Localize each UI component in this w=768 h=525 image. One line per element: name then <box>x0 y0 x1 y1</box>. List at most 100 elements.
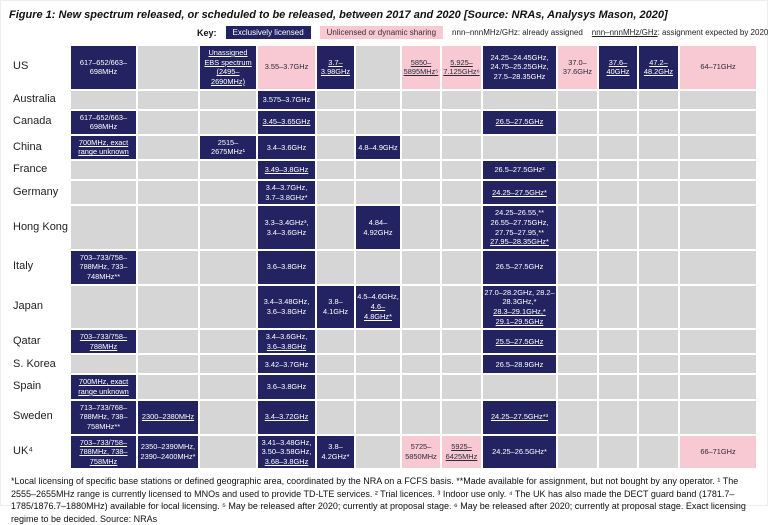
empty-cell <box>599 161 637 179</box>
band-range-text: 24.25–26.5GHz* <box>492 447 547 457</box>
empty-cell <box>680 330 756 354</box>
legend-unlicensed-dynamic-sharing: Unlicensed or dynamic sharing <box>319 26 444 39</box>
empty-cell <box>442 285 481 329</box>
empty-cell <box>138 90 198 109</box>
spectrum-band-cell: 4.5–4.6GHz, 4.6–4.8GHz* <box>356 285 400 329</box>
empty-cell <box>639 250 678 284</box>
spectrum-band-cell: 37.0–37.6GHz <box>558 46 597 89</box>
country-label: US <box>11 46 69 89</box>
spectrum-band-cell: 3.55–3.7GHz <box>258 46 315 89</box>
spectrum-band-cell: 3.45–3.65GHz <box>258 110 315 134</box>
country-label: Japan <box>11 285 69 329</box>
legend-label: Key: <box>197 27 217 38</box>
band-range-text: 3.4–3.48GHz, 3.6–3.8GHz <box>263 297 310 316</box>
empty-cell <box>200 110 256 134</box>
empty-cell <box>599 206 637 249</box>
band-range-text: 5925–6425MHz <box>445 442 478 461</box>
empty-cell <box>138 206 198 249</box>
empty-cell <box>558 400 597 434</box>
country-label: China <box>11 135 69 159</box>
table-row: US 617–652/663–698MHz Unassigned EBS spect… <box>11 46 756 89</box>
empty-cell <box>639 355 678 374</box>
band-range-text: 5850–5895MHz⁵ <box>403 57 439 77</box>
spectrum-band-cell: 3.4–3.48GHz, 3.6–3.8GHz <box>258 285 315 329</box>
empty-cell <box>138 375 198 399</box>
band-range-text: 26.5–27.5GHz² <box>494 165 545 175</box>
empty-cell <box>138 285 198 329</box>
table-row: Spain 700MHz, exact range unknown 3.6–3.8G… <box>11 375 756 399</box>
band-range-text: 700MHz, exact range unknown <box>78 377 129 396</box>
empty-cell <box>599 135 637 159</box>
empty-cell <box>680 355 756 374</box>
empty-cell <box>639 161 678 179</box>
band-range-text: 617–652/663–698MHz <box>79 57 128 77</box>
spectrum-band-cell: 26.5–28.9GHz <box>483 355 556 374</box>
spectrum-band-cell: 703–733/758–788MHz, 733–748MHz** <box>71 250 136 284</box>
empty-cell <box>442 90 481 109</box>
empty-cell <box>639 330 678 354</box>
band-range-text: 3.42–3.7GHz <box>264 359 309 369</box>
empty-cell <box>200 206 256 249</box>
empty-cell <box>402 90 440 109</box>
band-range-text: 47.2–48.2GHz <box>643 57 674 77</box>
empty-cell <box>356 355 400 374</box>
spectrum-band-cell: 617–652/663–698MHz <box>71 46 136 89</box>
country-label: Canada <box>11 110 69 134</box>
empty-cell <box>483 375 556 399</box>
empty-cell <box>442 400 481 434</box>
empty-cell <box>402 375 440 399</box>
footnotes: *Local licensing of specific base statio… <box>11 476 746 524</box>
empty-cell <box>599 375 637 399</box>
spectrum-band-cell: 3.4–3.6GHz, 3.6–3.8GHz <box>258 330 315 354</box>
empty-cell <box>356 400 400 434</box>
spectrum-band-cell: 64–71GHz <box>680 46 756 89</box>
empty-cell <box>402 355 440 374</box>
band-range-text: 3.6–3.8GHz <box>266 382 307 392</box>
spectrum-band-cell: 2515–2675MHz¹ <box>200 135 256 159</box>
band-range-text: 3.4–3.6GHz, <box>265 332 308 342</box>
empty-cell <box>599 250 637 284</box>
empty-cell <box>71 285 136 329</box>
country-label: Germany <box>11 181 69 205</box>
band-range-text: 3.55–3.7GHz <box>264 62 309 72</box>
empty-cell <box>558 330 597 354</box>
empty-cell <box>402 135 440 159</box>
spectrum-band-cell: 24.25–27.5GHz* <box>483 181 556 205</box>
spectrum-band-cell: 617–652/663–698MHz <box>71 110 136 134</box>
empty-cell <box>200 330 256 354</box>
empty-cell <box>402 400 440 434</box>
band-range-text: 66–71GHz <box>700 447 736 457</box>
table-row: France 3.49–3.8GHz 26.5–27.5GHz² <box>11 161 756 179</box>
empty-cell <box>558 181 597 205</box>
spectrum-band-cell: 24.25–26.55,** 26.55–27.75GHz, 27.75–27.… <box>483 206 556 249</box>
spectrum-band-cell: 3.41–3.48GHz, 3.50–3.58GHz, 3.68–3.8GHz <box>258 435 315 469</box>
legend: Key: Exclusively licensed Unlicensed or … <box>1 26 768 39</box>
table-row: Germany 3.4–3.7GHz, 3.7–3.8GHz* 24.25–27.5… <box>11 181 756 205</box>
table-row: Sweden 713–733/768–788MHz, 738–758MHz** 23… <box>11 400 756 434</box>
empty-cell <box>138 330 198 354</box>
spectrum-band-cell: 4.8–4.9GHz <box>356 135 400 159</box>
table-row: China 700MHz, exact range unknown 2515–267… <box>11 135 756 159</box>
band-range-text: 3.6–3.8GHz <box>266 341 307 351</box>
empty-cell <box>200 285 256 329</box>
band-range-text: 3.3–3.4GHz³, 3.4–3.6GHz <box>264 217 309 237</box>
empty-cell <box>356 161 400 179</box>
empty-cell <box>356 46 400 89</box>
empty-cell <box>402 250 440 284</box>
spectrum-band-cell: 3.8–4.1GHz <box>317 285 354 329</box>
empty-cell <box>558 135 597 159</box>
band-range-text: 24.25–27.5GHz*³ <box>490 412 549 422</box>
legend-already-assigned: nnn–nnnMHz/GHz: already assigned <box>452 28 583 37</box>
empty-cell <box>200 90 256 109</box>
spectrum-band-cell: 700MHz, exact range unknown <box>71 375 136 399</box>
empty-cell <box>558 110 597 134</box>
empty-cell <box>402 206 440 249</box>
empty-cell <box>680 110 756 134</box>
empty-cell <box>558 355 597 374</box>
legend-underline-sample: nnn–nnnMHz/GHz <box>591 28 658 37</box>
country-label: Italy <box>11 250 69 284</box>
empty-cell <box>639 135 678 159</box>
table-row: Canada 617–652/663–698MHz 3.45–3.65GHz 26.5… <box>11 110 756 134</box>
empty-cell <box>599 330 637 354</box>
country-label: UK⁴ <box>11 435 69 469</box>
